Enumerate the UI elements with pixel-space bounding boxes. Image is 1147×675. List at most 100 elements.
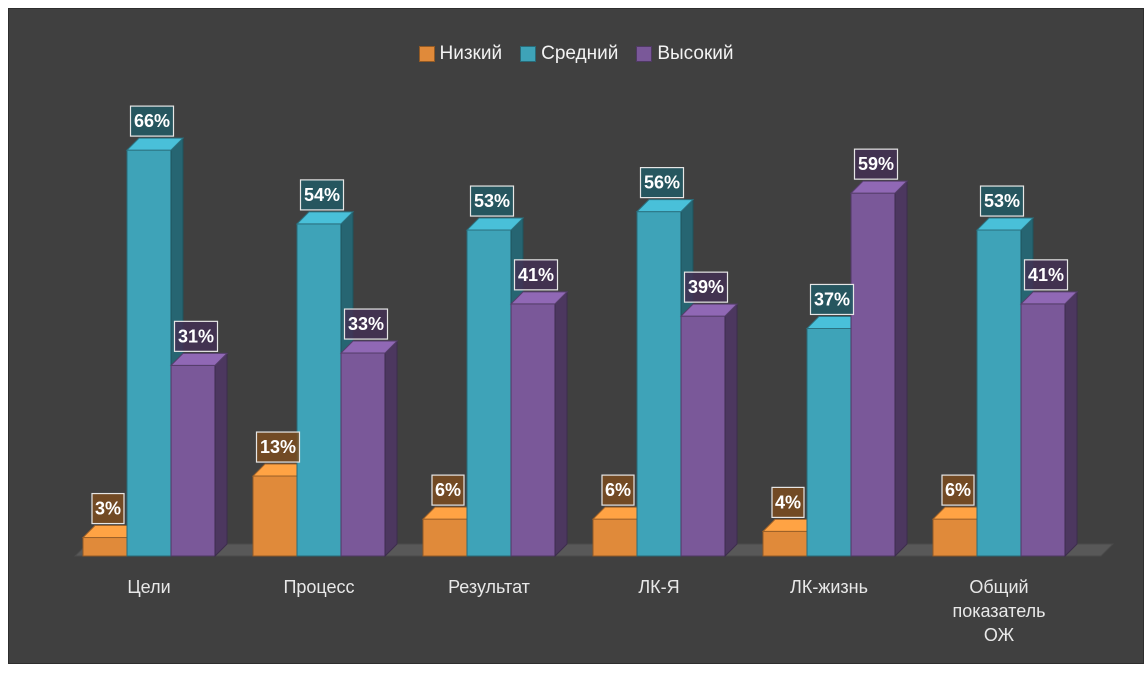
data-label-text: 13%	[260, 437, 296, 457]
bar-top-high	[339, 340, 399, 354]
bar-side-high	[214, 352, 228, 558]
bar-top-medium	[295, 211, 355, 225]
bar-group	[761, 179, 909, 558]
data-label-box	[601, 474, 635, 506]
bar-group	[251, 210, 399, 558]
data-label-text: 53%	[474, 191, 510, 211]
data-label: 66%	[129, 105, 175, 137]
data-label-box	[469, 185, 515, 217]
category-label: Общий показатель ОЖ	[924, 575, 1074, 647]
bar-medium	[976, 229, 1022, 557]
data-label-box	[941, 474, 975, 506]
data-label-box	[343, 308, 389, 340]
data-label: 31%	[173, 320, 219, 352]
chart-area: 3% 66% 31% 13% 54% 33% 6% 53% 41% 6% 56% 39% 4% 37% 59…	[8, 8, 1144, 664]
legend-swatch-medium	[520, 46, 537, 62]
bar-low	[762, 530, 808, 557]
data-label-box	[979, 185, 1025, 217]
data-label: 53%	[979, 185, 1025, 217]
data-label: 39%	[683, 271, 729, 303]
bar-top-medium	[465, 217, 525, 231]
bar-top-high	[679, 303, 739, 317]
category-label: ЛК-жизнь	[754, 575, 904, 599]
bar-group	[421, 216, 569, 558]
category-label-line: ЛК-Я	[638, 577, 680, 597]
bar-side-high	[384, 339, 398, 558]
category-label-line: ЛК-жизнь	[790, 577, 868, 597]
data-label: 3%	[91, 492, 125, 525]
legend-item-medium: Средний	[520, 43, 618, 65]
data-label-box	[513, 259, 559, 291]
bar-group	[931, 216, 1079, 558]
data-label-box	[173, 320, 219, 352]
bar-side-high	[1064, 290, 1078, 558]
data-label-text: 66%	[134, 111, 170, 131]
category-label: Процесс	[244, 575, 394, 599]
data-label-box	[1023, 259, 1069, 291]
data-label-text: 3%	[95, 499, 121, 519]
category-label: ЛК-Я	[584, 575, 734, 599]
data-label-text: 37%	[814, 289, 850, 309]
bar-side-high	[724, 302, 738, 558]
data-label: 6%	[431, 474, 465, 506]
bar-medium	[126, 149, 172, 557]
data-label: 13%	[255, 431, 301, 463]
category-label-line: Процесс	[283, 577, 355, 597]
bar-low	[592, 518, 638, 557]
data-label-text: 54%	[304, 185, 340, 205]
data-label-box	[853, 148, 899, 180]
data-label: 41%	[1023, 259, 1069, 291]
data-label-text: 6%	[945, 480, 971, 500]
category-label-line: показатель	[952, 601, 1046, 621]
bar-side-high	[554, 290, 568, 558]
data-label-box	[809, 283, 855, 316]
legend: Низкий Средний Высокий	[9, 43, 1143, 65]
bar-medium	[636, 211, 682, 557]
data-label-box	[255, 431, 301, 463]
category-label: Цели	[74, 575, 224, 599]
data-label-box	[431, 474, 465, 506]
data-label: 54%	[299, 179, 345, 211]
data-label: 33%	[343, 308, 389, 340]
bar-low	[252, 475, 298, 557]
data-label: 59%	[853, 148, 899, 180]
bar-medium	[466, 229, 512, 557]
bar-chart: 3% 66% 31% 13% 54% 33% 6% 53% 41% 6% 56% 39% 4% 37% 59…	[73, 105, 1115, 558]
bar-high	[680, 315, 726, 557]
data-label-box	[639, 167, 685, 199]
bar-high	[170, 364, 216, 557]
bar-high	[340, 352, 386, 557]
bar-high	[850, 192, 896, 557]
data-label-box	[129, 105, 175, 137]
bar-high	[1020, 303, 1066, 557]
data-label-text: 56%	[644, 173, 680, 193]
legend-label-high: Высокий	[657, 43, 734, 64]
legend-item-high: Высокий	[636, 43, 734, 65]
legend-label-medium: Средний	[541, 43, 619, 64]
data-label: 37%	[809, 283, 855, 316]
bar-top-high	[169, 352, 229, 366]
data-label: 41%	[513, 259, 559, 291]
data-label-box	[299, 179, 345, 211]
data-label-text: 53%	[984, 191, 1020, 211]
bar-top-high	[509, 291, 569, 305]
data-label-box	[91, 492, 125, 525]
data-label-box	[771, 486, 805, 518]
data-label: 53%	[469, 185, 515, 217]
legend-item-low: Низкий	[418, 43, 502, 65]
bar-medium	[806, 327, 852, 557]
data-label: 6%	[601, 474, 635, 506]
bar-low	[932, 518, 978, 557]
bar-top-medium	[125, 137, 185, 151]
data-label-text: 59%	[858, 154, 894, 174]
bar-side-high	[894, 179, 908, 558]
data-label-text: 31%	[178, 326, 214, 346]
bar-high	[510, 303, 556, 557]
bar-top-high	[1019, 291, 1079, 305]
data-label-text: 41%	[518, 265, 554, 285]
bar-top-high	[849, 180, 909, 194]
data-label-box	[683, 271, 729, 303]
category-label: Результат	[414, 575, 564, 599]
category-label-line: ОЖ	[983, 625, 1015, 645]
bar-low	[82, 537, 128, 557]
